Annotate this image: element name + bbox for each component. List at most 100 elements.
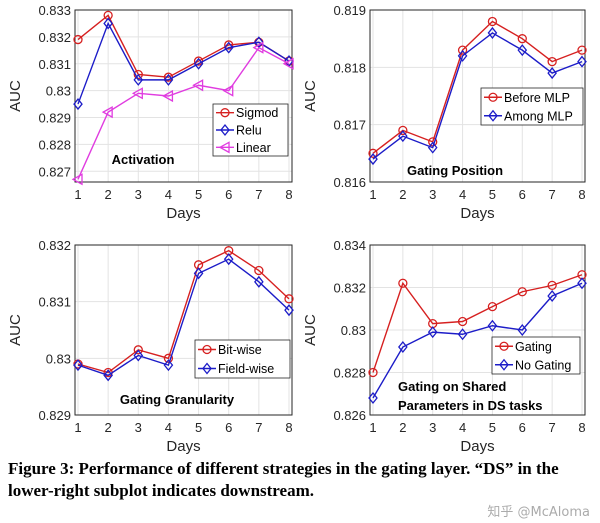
axes-box bbox=[369, 244, 586, 416]
x-tick-label: 1 bbox=[369, 420, 376, 435]
data-point bbox=[577, 277, 587, 290]
legend: Before MLP Among MLP bbox=[480, 87, 584, 126]
data-point bbox=[193, 57, 204, 70]
data-point bbox=[487, 301, 498, 312]
series-line bbox=[372, 32, 583, 160]
x-tick-label: 8 bbox=[578, 420, 585, 435]
subplot-title: Activation bbox=[112, 152, 175, 167]
y-tick-label: 0.832 bbox=[333, 281, 366, 296]
legend-label: Among MLP bbox=[504, 109, 573, 123]
data-point bbox=[133, 349, 144, 362]
series-gating bbox=[368, 270, 587, 378]
legend-marker bbox=[202, 344, 212, 355]
series-line bbox=[372, 282, 583, 399]
data-point bbox=[282, 57, 294, 70]
figure-caption: Figure 3: Performance of different strat… bbox=[8, 459, 559, 500]
legend-marker bbox=[488, 92, 498, 102]
legend-label: Bit-wise bbox=[218, 343, 262, 357]
x-tick-label: 5 bbox=[489, 187, 496, 202]
data-point bbox=[368, 153, 378, 166]
legend-label: Gating bbox=[515, 340, 552, 354]
y-tick-label: 0.833 bbox=[38, 3, 71, 18]
x-tick-label: 4 bbox=[459, 420, 466, 435]
data-point bbox=[71, 173, 83, 186]
y-tick-label: 0.831 bbox=[38, 295, 71, 310]
legend-label: Before MLP bbox=[504, 91, 570, 105]
legend-marker bbox=[218, 141, 230, 154]
data-point bbox=[457, 45, 468, 55]
data-point bbox=[487, 26, 498, 39]
data-point bbox=[103, 369, 113, 382]
x-tick-label: 4 bbox=[165, 420, 172, 435]
x-tick-label: 5 bbox=[195, 420, 202, 435]
data-point bbox=[368, 148, 378, 158]
x-tick-label: 4 bbox=[165, 187, 172, 202]
series-line bbox=[77, 46, 290, 180]
data-point bbox=[427, 141, 438, 154]
x-tick-label: 8 bbox=[578, 187, 585, 202]
data-point bbox=[222, 84, 234, 97]
data-point bbox=[163, 73, 174, 86]
x-tick-label: 2 bbox=[105, 187, 112, 202]
y-axis-label: AUC bbox=[302, 80, 319, 112]
y-tick-label: 0.828 bbox=[38, 137, 71, 152]
axes-box bbox=[74, 9, 293, 183]
x-tick-label: 8 bbox=[285, 420, 292, 435]
subplot-1: 1 2 3 4 5 6 7 8 0.827 0.828 0.829 0.83 0.831 0.832 0.8… bbox=[7, 3, 294, 222]
series-line bbox=[77, 258, 290, 377]
data-point bbox=[547, 280, 557, 291]
data-point bbox=[517, 323, 528, 337]
data-point bbox=[101, 106, 113, 119]
subplot-title: Gating Granularity bbox=[120, 392, 235, 407]
y-tick-label: 0.832 bbox=[38, 238, 71, 253]
x-tick-label: 3 bbox=[429, 187, 436, 202]
data-point bbox=[131, 87, 143, 100]
series-line bbox=[372, 20, 583, 154]
x-axis-label: Days bbox=[166, 205, 200, 222]
series-line bbox=[77, 21, 290, 105]
y-tick-label: 0.834 bbox=[333, 238, 366, 253]
data-point bbox=[457, 49, 468, 62]
legend: Gating No Gating bbox=[491, 336, 581, 375]
data-point bbox=[368, 367, 378, 378]
data-point bbox=[284, 304, 294, 317]
data-point bbox=[398, 125, 408, 136]
data-point bbox=[427, 326, 438, 339]
x-tick-label: 2 bbox=[399, 187, 406, 202]
x-tick-label: 7 bbox=[549, 420, 556, 435]
y-tick-label: 0.816 bbox=[333, 175, 366, 190]
series-line bbox=[372, 274, 583, 373]
legend-label: No Gating bbox=[515, 358, 571, 372]
legend-label: Relu bbox=[236, 124, 262, 138]
data-point bbox=[103, 17, 113, 30]
x-tick-label: 1 bbox=[74, 187, 81, 202]
y-tick-label: 0.83 bbox=[341, 323, 366, 338]
data-point bbox=[398, 130, 408, 143]
x-axis-label: Days bbox=[460, 205, 494, 222]
axes-box bbox=[74, 244, 293, 416]
legend-box bbox=[194, 339, 291, 379]
x-tick-label: 2 bbox=[399, 420, 406, 435]
legend-label: Linear bbox=[236, 141, 271, 155]
data-point bbox=[457, 328, 468, 341]
y-tick-label: 0.83 bbox=[46, 84, 71, 99]
x-tick-label: 7 bbox=[255, 187, 262, 202]
x-tick-label: 1 bbox=[74, 420, 81, 435]
data-point bbox=[73, 34, 83, 45]
x-axis-label: Days bbox=[460, 438, 494, 455]
x-tick-label: 4 bbox=[459, 187, 466, 202]
series-among-mlp bbox=[368, 26, 587, 166]
subplot-title: Gating on Shared bbox=[398, 379, 506, 394]
data-point bbox=[547, 289, 557, 303]
legend-label: Sigmod bbox=[236, 106, 278, 120]
y-axis-label: AUC bbox=[7, 314, 24, 346]
data-point bbox=[133, 345, 143, 355]
series-before-mlp bbox=[368, 16, 587, 158]
data-point bbox=[547, 56, 557, 67]
x-tick-label: 7 bbox=[549, 187, 556, 202]
series-line bbox=[77, 249, 290, 374]
data-point bbox=[517, 44, 528, 57]
y-tick-label: 0.818 bbox=[333, 60, 366, 75]
x-tick-label: 6 bbox=[519, 420, 526, 435]
x-tick-label: 3 bbox=[135, 420, 142, 435]
